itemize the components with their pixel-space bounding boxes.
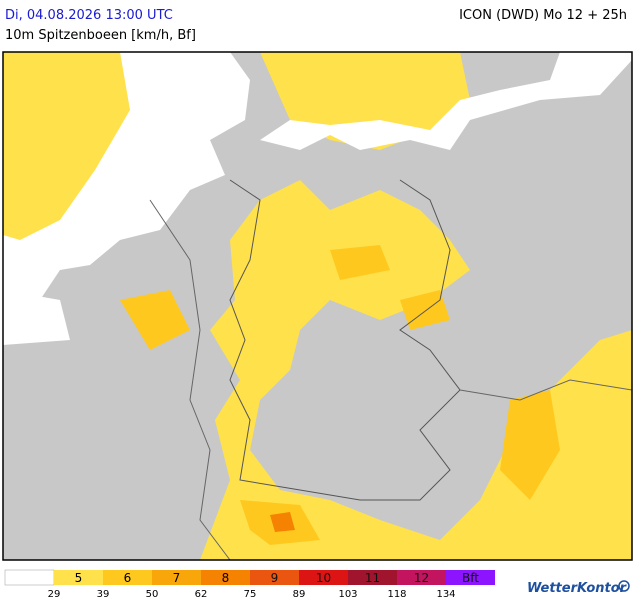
legend-swatch xyxy=(446,570,495,585)
legend-blank xyxy=(4,569,55,586)
legend-label: 7 xyxy=(173,571,181,585)
legend-swatch xyxy=(103,570,152,585)
legend-label: 8 xyxy=(222,571,230,585)
legend-threshold: 103 xyxy=(338,589,357,600)
legend-label: 10 xyxy=(316,571,331,585)
model-run: ICON (DWD) Mo 12 + 25h xyxy=(459,8,627,23)
legend-label: 6 xyxy=(124,571,132,585)
legend-swatch xyxy=(201,570,250,585)
legend-threshold: 50 xyxy=(146,589,159,600)
legend-swatch xyxy=(397,570,446,585)
legend-swatch xyxy=(250,570,299,585)
legend-threshold: 29 xyxy=(48,589,61,600)
legend-swatch xyxy=(152,570,201,585)
legend-swatch xyxy=(299,570,348,585)
legend-swatch xyxy=(54,570,103,585)
legend-label: 12 xyxy=(414,571,429,585)
brand: WetterKontor xyxy=(527,581,628,596)
legend-threshold: 134 xyxy=(436,589,455,600)
legend-threshold: 89 xyxy=(293,589,306,600)
legend-swatch xyxy=(348,570,397,585)
brand-icon xyxy=(618,580,630,592)
legend-label: 11 xyxy=(365,571,380,585)
legend-threshold: 62 xyxy=(195,589,208,600)
map xyxy=(2,51,633,561)
legend-label: 5 xyxy=(75,571,83,585)
legend-label: Bft xyxy=(462,571,479,585)
timestamp: Di, 04.08.2026 13:00 UTC xyxy=(5,8,173,23)
legend-label: 9 xyxy=(271,571,279,585)
parameter: 10m Spitzenboeen [km/h, Bf] xyxy=(5,28,196,43)
legend-threshold: 39 xyxy=(97,589,110,600)
legend-threshold: 75 xyxy=(244,589,257,600)
legend-threshold: 118 xyxy=(387,589,406,600)
